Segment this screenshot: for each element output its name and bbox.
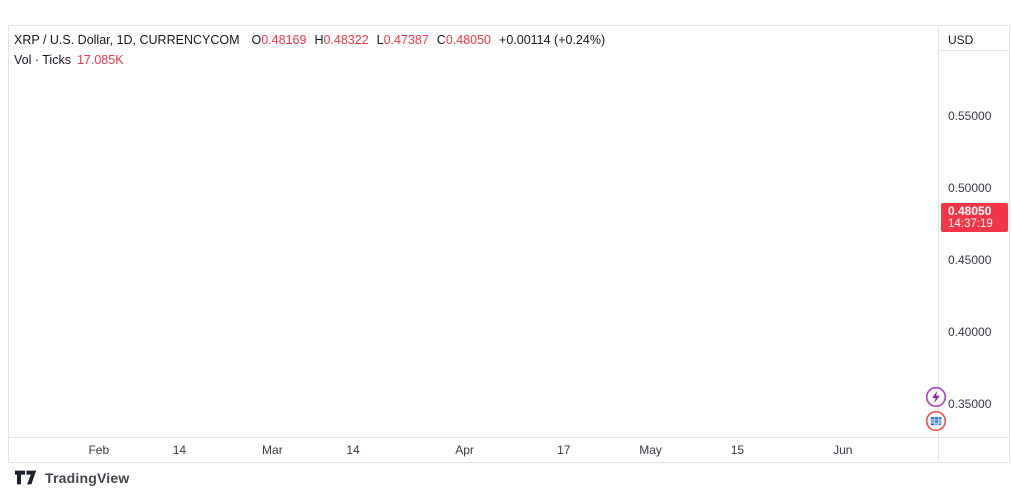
high-label: H (314, 33, 324, 47)
price-axis-separator (938, 25, 939, 463)
low-value: 0.47387 (383, 33, 429, 47)
open-value: 0.48169 (261, 33, 307, 47)
last-price: 0.48050 (948, 204, 992, 218)
countdown-timer: 14:37:19 (948, 218, 993, 230)
time-tick-label: 15 (730, 443, 745, 457)
symbol-title[interactable]: XRP / U.S. Dollar, 1D, CURRENCYCOM (14, 33, 240, 47)
volume-value: 17.085K (76, 53, 124, 67)
attribution[interactable]: TradingView (14, 468, 129, 487)
time-tick-label: May (639, 443, 662, 457)
high-value: 0.48322 (323, 33, 369, 47)
change-value: +0.00114 (+0.24%) (499, 33, 606, 47)
time-tick-label: Feb (88, 443, 110, 457)
currency-label: USD (948, 33, 974, 47)
low-label: L (376, 33, 384, 47)
time-tick-label: 14 (172, 443, 187, 457)
price-tick-label: 0.40000 (948, 324, 992, 339)
time-tick-label: Jun (833, 443, 853, 457)
close-value: 0.48050 (445, 33, 492, 47)
last-price-badge: 0.48050 14:37:19 (941, 203, 1008, 232)
spreadsheet-icon[interactable] (925, 410, 947, 432)
price-tick-label: 0.35000 (948, 396, 992, 411)
close-label: C (436, 33, 446, 47)
open-label: O (251, 33, 262, 47)
time-tick-label: Mar (262, 443, 283, 457)
chart-widget (8, 25, 1010, 463)
symbol-row: XRP / U.S. Dollar, 1D, CURRENCYCOM O0.481… (14, 31, 605, 50)
currency-separator (939, 50, 1010, 51)
price-tick-label: 0.45000 (948, 252, 992, 267)
chart-legend: XRP / U.S. Dollar, 1D, CURRENCYCOM O0.481… (14, 31, 605, 70)
time-tick-label: Apr (455, 443, 474, 457)
volume-label[interactable]: Vol · Ticks (14, 53, 71, 67)
time-tick-label: 17 (557, 443, 571, 457)
time-tick-label: 14 (346, 443, 360, 457)
price-tick-label: 0.50000 (948, 180, 992, 195)
time-axis-separator (8, 437, 1010, 438)
brand-name: TradingView (45, 469, 130, 486)
price-tick-label: 0.55000 (948, 108, 992, 123)
tradingview-logo-icon (14, 470, 37, 485)
volume-row: Vol · Ticks 17.085K (14, 51, 605, 70)
flash-icon[interactable] (925, 386, 947, 408)
